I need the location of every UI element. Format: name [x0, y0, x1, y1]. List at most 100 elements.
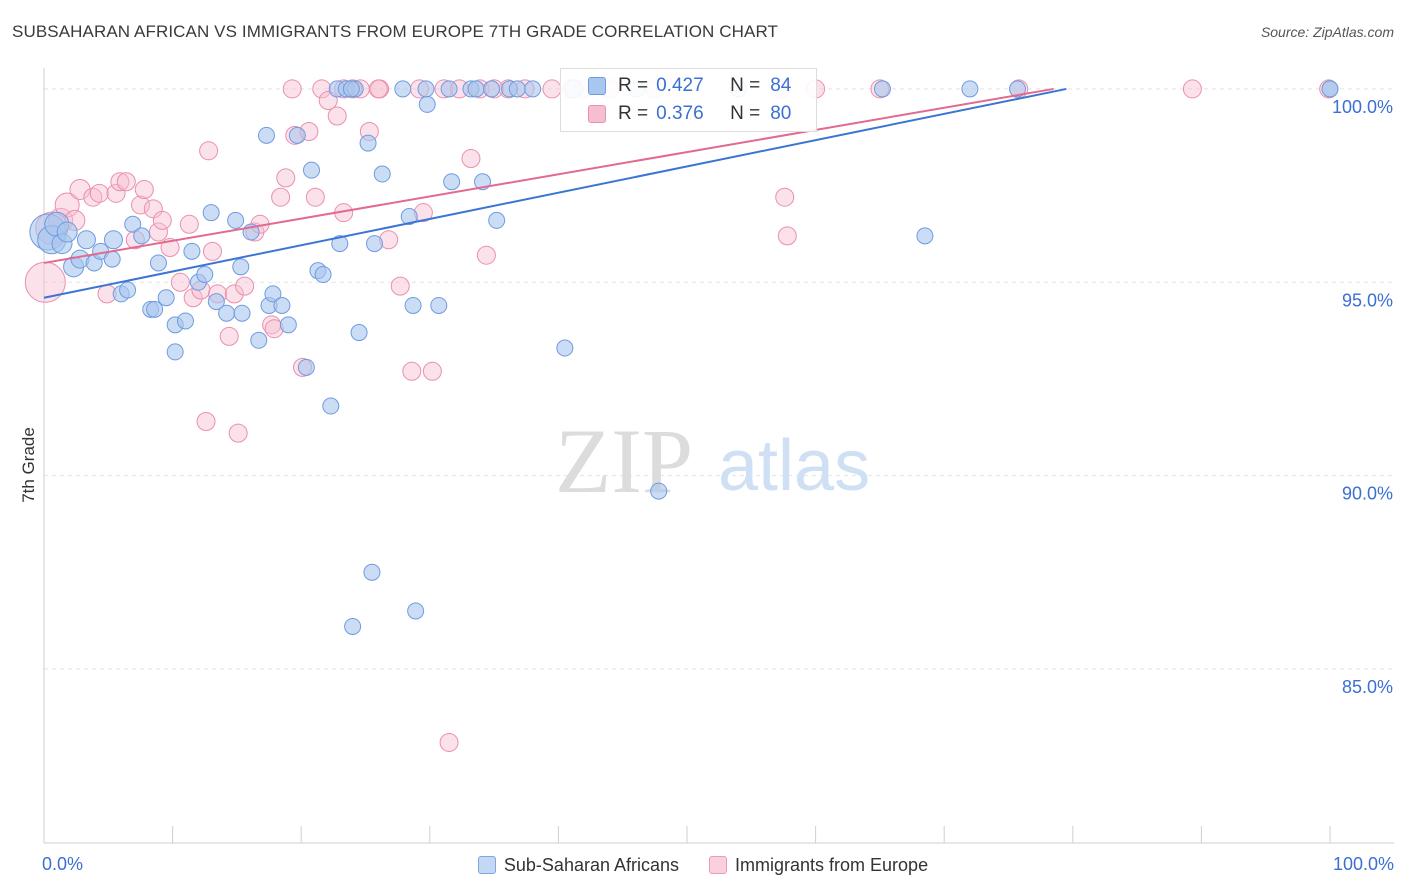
data-point-blue [331, 235, 349, 253]
data-point-pink [148, 222, 168, 242]
data-point-pink [134, 179, 154, 199]
data-point-blue [1009, 80, 1027, 98]
data-point-blue [400, 208, 418, 226]
data-point-blue [103, 250, 121, 268]
data-point-blue [488, 211, 506, 229]
legend-item-sub-saharan-africans[interactable]: Sub-Saharan Africans [477, 852, 680, 878]
stats-legend-box: R = 0.427 N = 84 R = 0.376 N = 80 [560, 68, 817, 132]
stats-swatch-pink [588, 105, 606, 123]
data-point-blue [344, 617, 362, 635]
data-point-blue [430, 296, 448, 314]
data-point-pink [282, 79, 302, 99]
data-point-blue [119, 281, 137, 299]
data-point-pink [271, 187, 291, 207]
data-point-blue [227, 211, 245, 229]
data-point-pink [305, 187, 325, 207]
chart-title: SUBSAHARAN AFRICAN VS IMMIGRANTS FROM EU… [12, 22, 778, 41]
data-point-blue [149, 254, 167, 272]
data-point-pink [224, 284, 244, 304]
data-point-blue [467, 80, 485, 98]
data-point-blue [524, 80, 542, 98]
x-tick-label: 0.0% [42, 854, 83, 874]
axes [43, 68, 1394, 844]
y-tick-label: 90.0% [1342, 484, 1393, 504]
data-point-blue [314, 266, 332, 284]
r-value: 0.376 [656, 103, 704, 124]
data-point-blue [157, 289, 175, 307]
n-label: N = [730, 75, 761, 96]
data-point-blue [133, 227, 151, 245]
tick-labels: 100.0% 95.0% 90.0% 85.0% 0.0% 100.0% [42, 97, 1394, 874]
data-point-blue [183, 242, 201, 260]
data-point-pink [775, 187, 795, 207]
data-point-blue [916, 227, 934, 245]
y-tick-label: 100.0% [1332, 97, 1393, 117]
data-point-blue [297, 358, 315, 376]
stats-row-pink: R = 0.376 N = 80 [561, 101, 791, 127]
data-point-pink [152, 210, 172, 230]
n-value: 80 [770, 103, 792, 124]
legend-item-immigrants-from-europe[interactable]: Immigrants from Europe [709, 852, 928, 878]
data-point-pink [390, 276, 410, 296]
data-point-pink [24, 261, 66, 303]
watermark-zip: ZIP [555, 410, 693, 512]
data-point-blue [363, 563, 381, 581]
watermark-atlas: atlas [718, 426, 870, 506]
data-point-pink [368, 79, 388, 99]
data-point-blue [273, 296, 291, 314]
data-point-blue [961, 80, 979, 98]
trend-line-blue [43, 87, 1067, 299]
data-point-blue [418, 95, 436, 113]
data-point-blue [124, 215, 142, 233]
data-point-blue [250, 331, 268, 349]
data-point-pink [179, 214, 199, 234]
data-point-pink [110, 172, 130, 192]
data-point-blue [508, 80, 526, 98]
data-point-blue [650, 482, 668, 500]
legend-swatch-blue [477, 856, 496, 874]
data-point-blue [394, 80, 412, 98]
data-point-blue [233, 304, 251, 322]
y-tick-label: 85.0% [1342, 677, 1393, 697]
data-point-blue [288, 126, 306, 144]
data-point-pink [228, 423, 248, 443]
legend-label: Immigrants from Europe [735, 854, 929, 875]
data-point-blue [407, 602, 425, 620]
data-point-blue [359, 134, 377, 152]
data-point-blue [146, 300, 164, 318]
data-point-blue [366, 235, 384, 253]
data-point-blue [404, 296, 422, 314]
data-point-pink [422, 361, 442, 381]
trend-line-pink [43, 87, 1054, 264]
data-point-blue [373, 165, 391, 183]
data-point-pink [89, 183, 109, 203]
data-point-blue [103, 230, 123, 250]
data-point-pink [476, 245, 496, 265]
data-point-blue [76, 230, 96, 250]
data-point-blue [202, 204, 220, 222]
data-point-pink [402, 361, 422, 381]
n-value: 84 [770, 75, 792, 96]
data-point-blue [417, 80, 435, 98]
data-point-pink [439, 732, 459, 752]
data-point-pink [130, 195, 150, 215]
data-point-blue [56, 221, 78, 243]
r-label: R = [618, 75, 649, 96]
data-point-blue [350, 324, 368, 342]
data-point-blue [207, 293, 225, 311]
data-point-pink [276, 168, 296, 188]
watermark: ZIP atlas [555, 410, 870, 512]
data-point-blue [556, 339, 574, 357]
data-point-blue [264, 285, 282, 303]
trend-lines [43, 87, 1067, 299]
legend-label: Sub-Saharan Africans [503, 854, 680, 875]
data-point-blue [176, 312, 194, 330]
data-point-blue [440, 80, 458, 98]
data-point-pink [235, 276, 255, 296]
data-point-pink [461, 149, 481, 169]
data-point-pink [542, 79, 562, 99]
x-tick-label: 100.0% [1333, 854, 1394, 874]
series-sub-saharan-africans [29, 79, 1339, 635]
data-point-pink [777, 226, 797, 246]
